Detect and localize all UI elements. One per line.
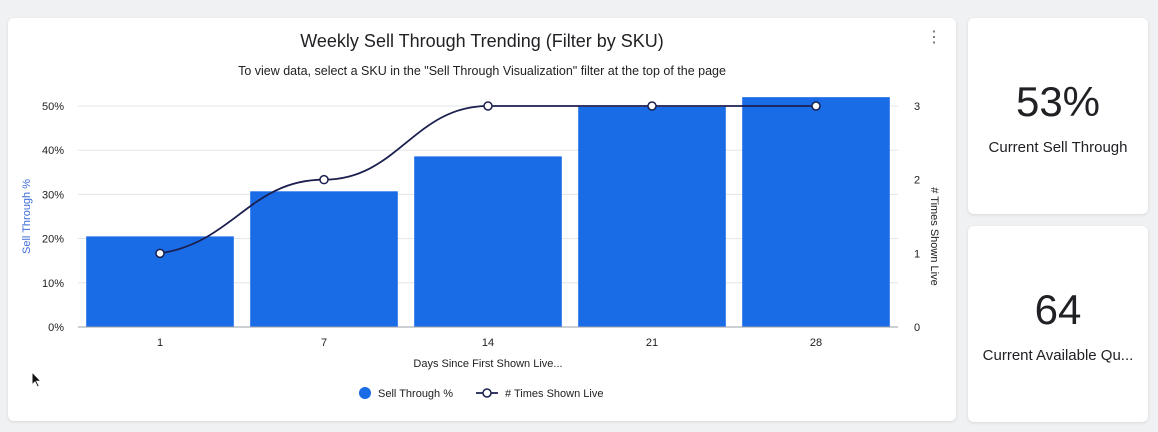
x-axis-title: Days Since First Shown Live...	[413, 358, 562, 370]
bar	[250, 191, 398, 327]
y2-tick-label: 0	[914, 322, 920, 334]
line-point	[483, 101, 493, 111]
y-tick-label: 10%	[42, 278, 64, 290]
kpi-value: 53%	[1015, 78, 1101, 125]
x-tick-label: 1	[157, 337, 163, 349]
chart-title: Weekly Sell Through Trending (Filter by …	[300, 31, 664, 51]
line-point	[155, 248, 165, 259]
y-tick-label: 50%	[42, 101, 64, 113]
kpi-label: Current Sell Through	[988, 139, 1128, 156]
y-tick-label: 30%	[42, 189, 64, 201]
combo-chart: 0% 10% 20% 30% 40% 50% 0 1 2 3 1 7 14 21 28 Days Since …	[21, 97, 940, 400]
y-axis-title: Sell Through %	[21, 179, 33, 254]
y-tick-label: 40%	[42, 145, 64, 157]
line-point	[319, 174, 329, 185]
kpi-value: 64	[1034, 286, 1082, 333]
mouse-pointer-icon	[31, 371, 43, 388]
x-tick-label: 28	[810, 337, 822, 349]
bar	[414, 156, 562, 327]
x-tick-label: 21	[646, 337, 658, 349]
legend-swatch-bar	[359, 387, 371, 399]
line-point	[647, 101, 657, 111]
x-tick-label: 14	[482, 337, 494, 349]
y-tick-label: 20%	[42, 234, 64, 246]
more-vert-icon[interactable]: ⋮	[926, 29, 942, 46]
legend-label: # Times Shown Live	[505, 388, 603, 400]
chart-subtitle: To view data, select a SKU in the "Sell …	[238, 64, 726, 78]
y2-axis-title: # Times Shown Live	[928, 187, 940, 285]
y-tick-label: 0%	[48, 322, 64, 334]
y2-tick-label: 1	[914, 248, 920, 260]
bar	[578, 106, 726, 327]
y2-tick-label: 2	[914, 175, 920, 187]
bar	[742, 97, 890, 327]
line-point	[811, 101, 821, 111]
legend-label: Sell Through %	[378, 388, 453, 400]
x-tick-label: 7	[321, 337, 327, 349]
kpi-card-available-quantity: 64 Current Available Qu...	[968, 226, 1148, 422]
chart-card: Weekly Sell Through Trending (Filter by …	[8, 18, 956, 421]
kpi-card-sell-through: 53% Current Sell Through	[968, 18, 1148, 214]
legend-swatch-point	[482, 388, 492, 398]
kpi-label: Current Available Qu...	[982, 347, 1134, 364]
line-series-path	[159, 105, 816, 255]
y2-tick-label: 3	[914, 101, 920, 113]
